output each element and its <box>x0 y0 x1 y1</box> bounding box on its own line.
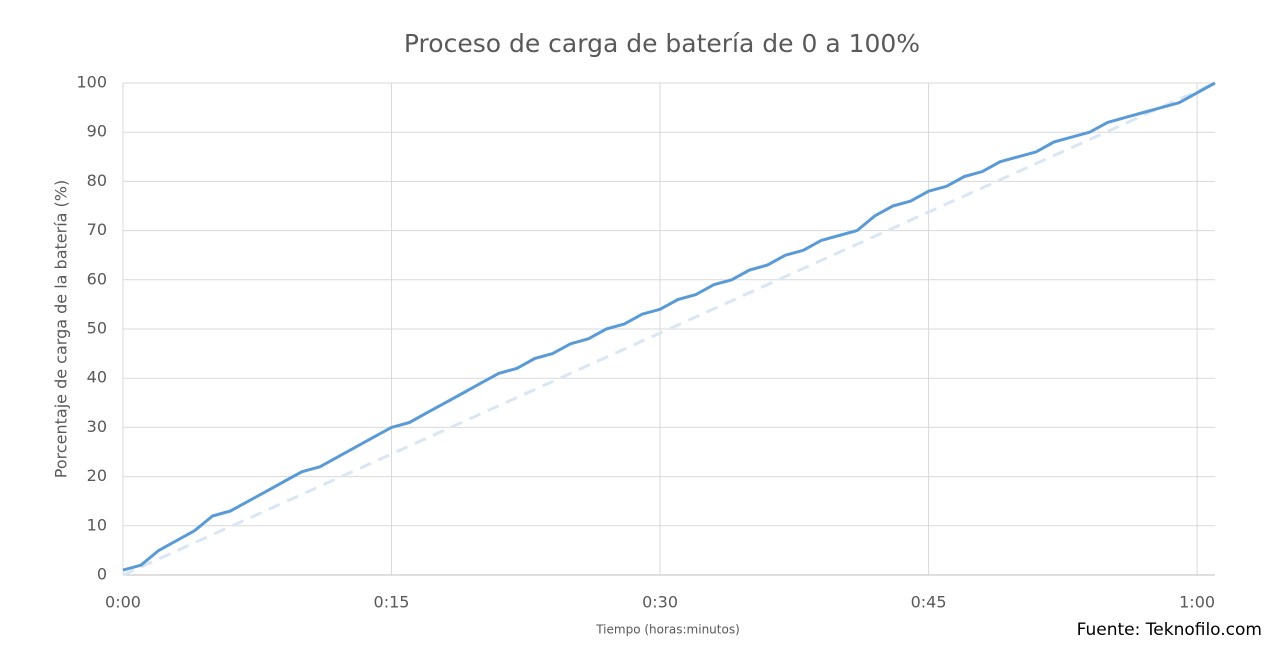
y-tick-label: 90 <box>87 122 107 141</box>
y-tick-label: 100 <box>76 73 107 92</box>
y-axis-label: Porcentaje de carga de la batería (%) <box>52 180 71 478</box>
x-tick-label: 0:45 <box>911 593 947 612</box>
x-tick-label: 1:00 <box>1179 593 1215 612</box>
y-tick-label: 40 <box>87 368 107 387</box>
y-tick-label: 80 <box>87 171 107 190</box>
chart-title: Proceso de carga de batería de 0 a 100% <box>404 29 920 58</box>
y-tick-label: 70 <box>87 220 107 239</box>
series-line <box>122 81 1216 572</box>
y-tick-label: 30 <box>87 417 107 436</box>
x-tick-label: 0:00 <box>105 593 141 612</box>
y-tick-label: 10 <box>87 515 107 534</box>
y-tick-label: 0 <box>97 565 107 584</box>
x-tick-label: 0:30 <box>642 593 678 612</box>
y-tick-label: 60 <box>87 269 107 288</box>
source: Fuente: Teknofilo.com <box>1077 620 1262 640</box>
x-tick-label: 0:15 <box>374 593 410 612</box>
x-axis-label: Tiempo (horas:minutos) <box>595 623 740 637</box>
y-tick-label: 20 <box>87 466 107 485</box>
y-tick-label: 50 <box>87 319 107 338</box>
